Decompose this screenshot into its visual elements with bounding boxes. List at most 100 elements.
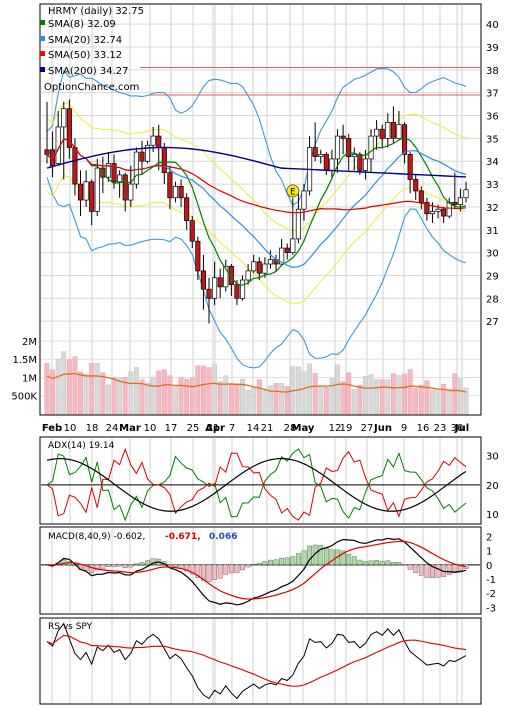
candle-body [44, 149, 50, 155]
macd-histogram-bar [307, 545, 312, 566]
candle-body [429, 211, 436, 215]
volume-bar [268, 385, 273, 415]
minus-di-line [46, 447, 467, 521]
volume-bar [100, 372, 106, 415]
legend-swatch-sma8 [40, 20, 45, 25]
main-panel-frame [39, 3, 482, 416]
macd-histogram-bar [150, 558, 156, 566]
volume-bar [128, 371, 134, 415]
volume-bar [173, 386, 178, 415]
price-tick-label: 39 [486, 43, 499, 54]
candle-body [184, 197, 190, 221]
horizontal-lines [140, 67, 480, 96]
volume-bar [251, 386, 257, 415]
price-tick-label: 32 [486, 203, 499, 214]
price-tick-label: 40 [486, 20, 499, 31]
candle-body [284, 247, 290, 253]
macd-histogram-bar [251, 563, 257, 566]
candle-body [413, 179, 419, 192]
volume-bar [44, 363, 50, 415]
price-tick-label: 33 [486, 180, 499, 191]
volume-bar [206, 367, 212, 415]
volume-bar [167, 375, 173, 415]
adx-lines [41, 447, 480, 522]
candle-body [452, 201, 458, 205]
volume-bars [44, 351, 469, 415]
adx-panel-frame [39, 436, 482, 525]
macd-lines [41, 537, 480, 606]
legend-swatch-sma50 [40, 51, 45, 56]
adx-tick-label: 20 [486, 481, 499, 492]
volume-bar [323, 387, 329, 415]
source-label: OptionChance.com [44, 82, 139, 93]
candle-body [251, 261, 257, 272]
x-tick-label: 31 [207, 423, 220, 434]
macd-histogram-bar [89, 564, 95, 574]
x-tick-label: Jun [373, 423, 392, 434]
macd-tick-label: 1 [486, 547, 492, 558]
price-tick-label: 30 [486, 249, 499, 260]
volume-bar [441, 384, 447, 415]
candle-body [385, 122, 391, 139]
volume-bar [184, 378, 190, 415]
volume-bar [61, 351, 67, 415]
macd-tick-label: 0 [486, 561, 492, 572]
candle-body [279, 247, 285, 265]
volume-bar [335, 364, 340, 415]
macd-histogram-bar [301, 550, 307, 566]
candle-body [195, 240, 201, 272]
macd-histogram-bar [357, 559, 363, 566]
macd-label: MACD(8,40,9) -0.602, [48, 532, 145, 542]
candle-body [441, 208, 447, 217]
volume-bar [228, 383, 234, 415]
candle-body [357, 154, 363, 171]
volume-bar [413, 387, 419, 415]
volume-bar [446, 388, 452, 415]
bollinger-upper [46, 67, 467, 206]
volume-bar [418, 384, 424, 415]
candle-body [61, 108, 67, 128]
rs-panel-frame [39, 617, 482, 705]
macd-histogram-bar [245, 564, 251, 568]
macd-histogram-bar [201, 564, 206, 581]
macd-tick-label: -3 [486, 603, 496, 614]
x-tick-label: 7 [229, 423, 235, 434]
candle-body [172, 186, 179, 199]
macd-legend: MACD(8,40,9) -0.602, -0.671, 0.066 [48, 532, 237, 542]
x-tick-label: 25 [187, 423, 200, 434]
candle-body [256, 261, 262, 274]
rs-lines [46, 622, 467, 700]
rs-label: RS vs SPY [48, 622, 93, 632]
candle-body [362, 158, 368, 171]
x-tick-label: 12 [329, 423, 342, 434]
macd-histogram-bar [413, 564, 419, 573]
price-tick-label: 31 [486, 226, 499, 237]
adx-tick-label: 10 [486, 510, 499, 521]
macd-histogram-bar [390, 562, 396, 566]
x-tick-label: 16 [417, 423, 430, 434]
volume-bar [407, 369, 413, 415]
candle-body [234, 284, 240, 299]
volume-bar [106, 384, 111, 415]
macd-histogram-bar [106, 564, 111, 567]
macd-histogram-bar [323, 547, 329, 566]
candle-body [117, 174, 123, 183]
volume-bar [329, 378, 335, 415]
volume-bar [452, 373, 458, 415]
candle-body [379, 128, 385, 139]
macd-histogram-bar [290, 556, 296, 566]
macd-histogram-bar [268, 559, 273, 566]
volume-bar [234, 383, 240, 415]
volume-bar [150, 376, 156, 415]
x-tick-label: 10 [144, 423, 157, 434]
price-tick-label: 37 [486, 89, 499, 100]
volume-bar [212, 364, 218, 415]
x-tick-label: 18 [86, 423, 99, 434]
volume-bar [318, 385, 324, 415]
candle-body [267, 259, 274, 265]
macd-histogram-bar [234, 564, 240, 573]
macd-hist-label: 0.066 [209, 532, 237, 542]
candle-body [228, 265, 234, 285]
x-tick-label: 14 [247, 423, 260, 434]
price-tick-label: 38 [486, 66, 499, 77]
